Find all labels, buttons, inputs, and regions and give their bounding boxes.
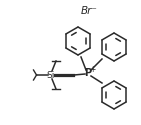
Text: Br⁻: Br⁻	[81, 6, 98, 16]
Text: P: P	[84, 68, 92, 78]
Text: +: +	[89, 65, 96, 74]
Text: Si: Si	[47, 70, 55, 80]
